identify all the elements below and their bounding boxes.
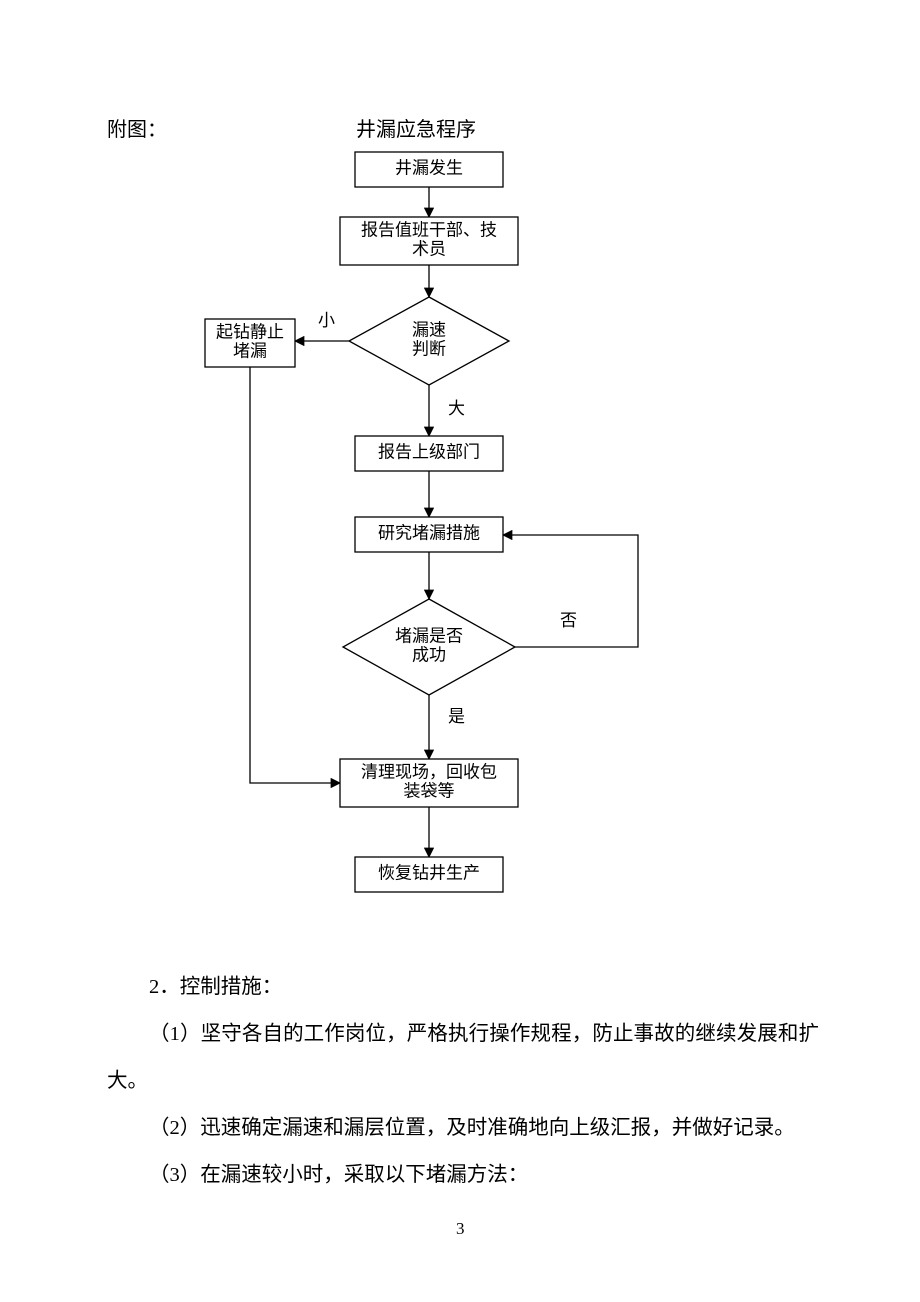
paragraph-3: （3）在漏速较小时，采取以下堵漏方法：: [149, 1152, 829, 1199]
node-n3-line0: 漏速: [412, 320, 446, 339]
node-n7-line0: 清理现场，回收包: [361, 762, 497, 781]
node-n2-line0: 报告值班干部、技: [361, 220, 497, 239]
node-n3b-line1: 堵漏: [233, 341, 267, 360]
paragraph-1: （1）坚守各自的工作岗位，严格执行操作规程，防止事故的继续发展和扩大。: [107, 1011, 819, 1105]
section-heading: 2．控制措施：: [149, 964, 282, 1011]
svg-text:否: 否: [560, 611, 577, 630]
paragraph-2: （2）迅速确定漏速和漏层位置，及时准确地向上级汇报，并做好记录。: [149, 1105, 829, 1152]
svg-text:小: 小: [318, 311, 335, 330]
node-n3b-line0: 起钻静止: [216, 322, 284, 341]
node-n6-line0: 堵漏是否: [395, 626, 463, 645]
node-n2-line1: 术员: [412, 239, 446, 258]
node-n7-line1: 装袋等: [404, 781, 455, 800]
flowchart: 小大否是 井漏发生报告值班干部、技术员漏速判断 起钻静止堵漏报告上级部门研究堵漏措施…: [0, 0, 920, 920]
page-number: 3: [456, 1219, 465, 1239]
node-n6-line1: 成功: [412, 645, 446, 664]
node-n1-line0: 井漏发生: [395, 158, 463, 177]
nodes: 井漏发生报告值班干部、技术员漏速判断 起钻静止堵漏报告上级部门研究堵漏措施堵漏是否…: [205, 152, 518, 892]
node-n5-line0: 研究堵漏措施: [378, 523, 480, 542]
node-n4-line0: 报告上级部门: [378, 442, 480, 461]
svg-text:大: 大: [448, 399, 465, 418]
node-n8-line0: 恢复钻井生产: [378, 863, 480, 882]
svg-text:是: 是: [448, 707, 465, 726]
node-n3-line1: 判断: [412, 339, 446, 358]
